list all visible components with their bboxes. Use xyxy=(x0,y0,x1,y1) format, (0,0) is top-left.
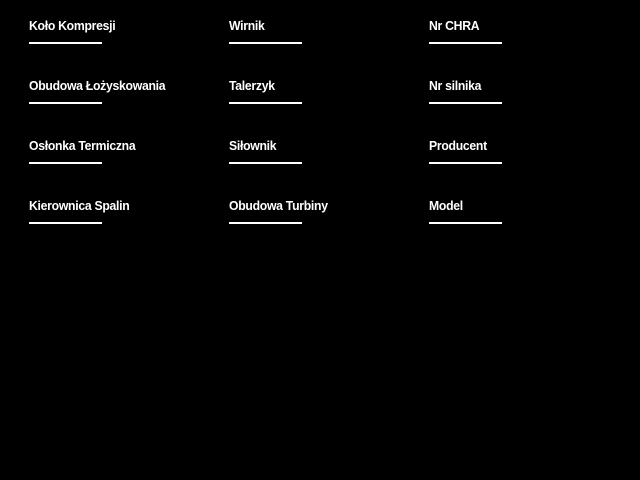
field-label: Osłonka Termiczna xyxy=(29,138,136,153)
field-underline[interactable] xyxy=(429,222,502,224)
field-silownik[interactable]: Siłownik xyxy=(229,139,409,164)
field-label: Nr CHRA xyxy=(429,18,480,33)
field-underline[interactable] xyxy=(29,162,102,164)
field-underline[interactable] xyxy=(29,102,102,104)
parts-form-grid: Koło Kompresji Obudowa Łożyskowania Osło… xyxy=(29,19,609,224)
field-underline[interactable] xyxy=(229,42,302,44)
field-talerzyk[interactable]: Talerzyk xyxy=(229,79,409,104)
field-underline[interactable] xyxy=(229,162,302,164)
field-label: Nr silnika xyxy=(429,78,482,93)
field-underline[interactable] xyxy=(429,102,502,104)
field-producent[interactable]: Producent xyxy=(429,139,609,164)
field-label: Obudowa Łożyskowania xyxy=(29,78,166,93)
field-oslonka-termiczna[interactable]: Osłonka Termiczna xyxy=(29,139,209,164)
field-underline[interactable] xyxy=(229,102,302,104)
field-model[interactable]: Model xyxy=(429,199,609,224)
field-underline[interactable] xyxy=(429,162,502,164)
field-label: Koło Kompresji xyxy=(29,18,116,33)
field-obudowa-lozyskowania[interactable]: Obudowa Łożyskowania xyxy=(29,79,209,104)
field-label: Kierownica Spalin xyxy=(29,198,130,213)
field-label: Model xyxy=(429,198,463,213)
field-label: Wirnik xyxy=(229,18,265,33)
field-kierownica-spalin[interactable]: Kierownica Spalin xyxy=(29,199,209,224)
field-nr-silnika[interactable]: Nr silnika xyxy=(429,79,609,104)
field-label: Siłownik xyxy=(229,138,277,153)
field-nr-chra[interactable]: Nr CHRA xyxy=(429,19,609,44)
field-label: Talerzyk xyxy=(229,78,275,93)
field-kolo-kompresji[interactable]: Koło Kompresji xyxy=(29,19,209,44)
field-underline[interactable] xyxy=(429,42,502,44)
field-label: Producent xyxy=(429,138,487,153)
field-label: Obudowa Turbiny xyxy=(229,198,328,213)
field-underline[interactable] xyxy=(229,222,302,224)
field-wirnik[interactable]: Wirnik xyxy=(229,19,409,44)
field-underline[interactable] xyxy=(29,42,102,44)
field-obudowa-turbiny[interactable]: Obudowa Turbiny xyxy=(229,199,409,224)
field-underline[interactable] xyxy=(29,222,102,224)
